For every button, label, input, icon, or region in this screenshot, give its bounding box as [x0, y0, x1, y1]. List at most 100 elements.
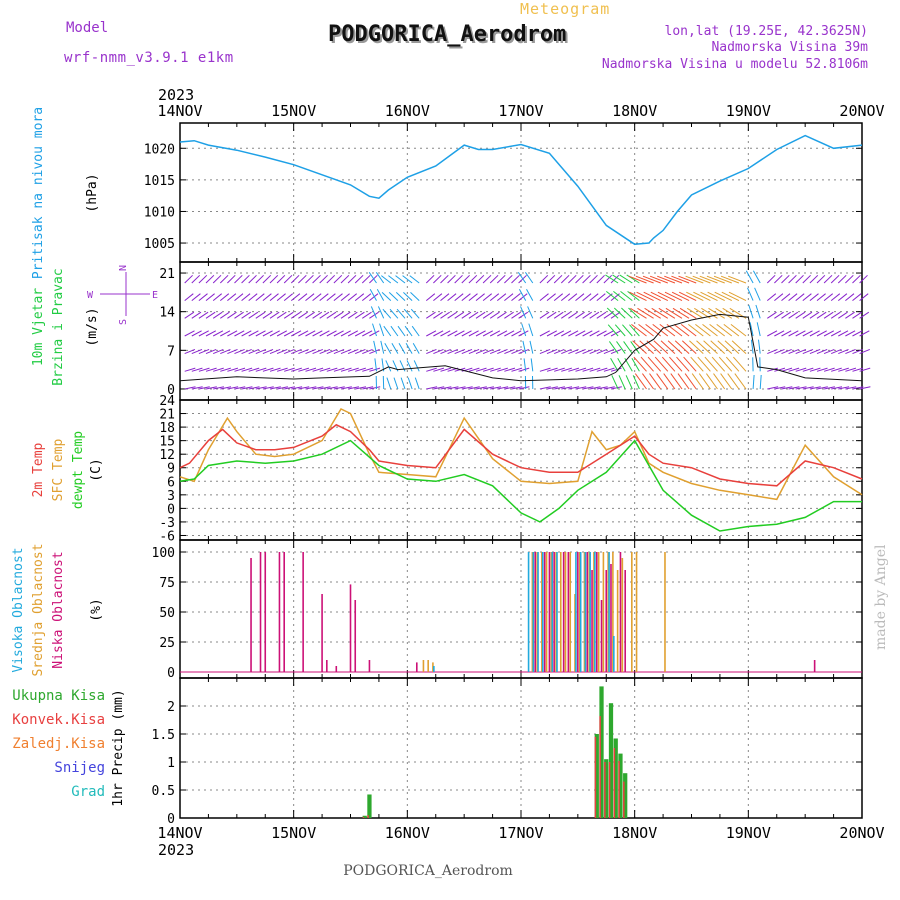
wind-barb	[644, 307, 661, 319]
wind-barb	[554, 348, 565, 355]
x-tick-label-bottom: 16NOV	[385, 824, 430, 842]
wind-barb	[837, 293, 848, 301]
wind-barb	[838, 311, 848, 319]
wind-barb	[795, 293, 805, 301]
wind-barb	[626, 274, 640, 284]
legend-zaledj: Zaledj.Kisa	[12, 736, 105, 752]
wind-barb	[283, 311, 294, 319]
wind-barb	[795, 348, 807, 355]
wind-barb	[205, 293, 215, 301]
wind-barb	[370, 306, 377, 319]
wind-barb	[375, 272, 385, 284]
wind-barb	[504, 293, 514, 301]
meteogram-label: Meteogram	[520, 0, 611, 18]
wind-barb	[582, 367, 594, 372]
wind-barb	[413, 360, 420, 372]
wind-barb	[333, 274, 343, 284]
wind-barb	[781, 386, 793, 390]
wind-barb	[575, 367, 587, 372]
wind-barb	[649, 275, 668, 284]
wind-barb	[638, 324, 654, 337]
wind-barb	[262, 293, 272, 301]
wind-barb	[198, 311, 209, 319]
wind-barb	[838, 348, 849, 355]
wind-barb	[539, 274, 549, 284]
temp-unit: (C)	[89, 458, 104, 481]
wind-barb	[213, 367, 224, 372]
wind-barb	[664, 291, 683, 302]
wind-barb	[383, 325, 392, 337]
wind-barb	[788, 311, 799, 319]
wind-barb	[546, 386, 558, 390]
wind-barb	[816, 386, 828, 390]
wind-barb	[518, 293, 528, 301]
wind-barb	[653, 340, 669, 354]
wind-barb	[687, 324, 704, 337]
wind-barb	[859, 311, 870, 319]
wind-barb	[475, 293, 485, 301]
wind-barb	[838, 367, 849, 372]
legend-grad: Grad	[71, 784, 105, 800]
wind-barb	[483, 386, 494, 390]
wind-barb	[661, 356, 676, 372]
wind-barb	[582, 348, 593, 355]
wind-barb	[380, 340, 385, 354]
wind-barb	[589, 330, 600, 337]
wind-barb	[333, 386, 345, 390]
wind-barb	[262, 348, 274, 355]
wind-barb	[372, 323, 377, 337]
pressure-ylabel: Pritisak na nivou mora	[31, 107, 46, 279]
wind-barb	[319, 386, 331, 390]
wind-barb	[400, 377, 406, 390]
wind-barb	[340, 293, 350, 301]
wind-barb	[774, 367, 786, 372]
wind-barb	[766, 293, 777, 301]
wind-barb	[234, 330, 245, 337]
wind-barb	[402, 275, 413, 284]
wind-barb	[312, 367, 324, 372]
wind-barb	[561, 311, 571, 319]
wind-barb	[637, 307, 654, 319]
wind-barb	[291, 386, 303, 390]
wind-barb	[647, 356, 662, 372]
wind-barb	[629, 324, 640, 337]
wind-barb	[198, 386, 210, 390]
wind-barb	[305, 386, 317, 390]
wind-barb	[447, 293, 457, 301]
wind-barb	[291, 348, 302, 355]
x-tick-label-bottom: 15NOV	[271, 824, 316, 842]
wind-barb	[706, 275, 725, 284]
wind-barb	[697, 356, 711, 372]
wind-barb	[699, 275, 718, 284]
wind-barb	[333, 311, 344, 319]
wind-barb	[852, 311, 862, 319]
wind-barb	[489, 311, 500, 319]
wind-barb	[497, 386, 509, 390]
wind-barb	[276, 348, 288, 355]
wind-barb	[326, 274, 336, 284]
wind-barb	[511, 330, 522, 337]
wind-barb	[632, 375, 640, 390]
wind-barb	[731, 340, 747, 354]
wind-barb	[248, 367, 260, 372]
wind-barb	[596, 311, 607, 319]
x-tick-label-bottom: 17NOV	[498, 824, 543, 842]
wind-barb	[781, 348, 792, 355]
panel-frame-cloud	[179, 539, 863, 679]
wind-barb	[404, 325, 413, 337]
y-tick-label: 0	[167, 383, 175, 398]
wind-barb	[212, 274, 222, 284]
wind-barb	[255, 348, 267, 355]
wind-barb	[708, 307, 725, 319]
wind-barb	[497, 348, 508, 355]
wind-barb	[426, 330, 437, 337]
wind-barb	[720, 275, 740, 284]
y-tick-label: 0.5	[152, 784, 175, 799]
wind-barb	[388, 292, 399, 301]
wind-barb	[795, 367, 807, 372]
wind-barb	[614, 324, 626, 337]
wind-barb	[727, 373, 740, 390]
wind-barb	[440, 330, 451, 337]
lonlat-label: lon,lat (19.25E, 42.3625N)	[664, 24, 869, 39]
wind-barb	[616, 341, 626, 354]
